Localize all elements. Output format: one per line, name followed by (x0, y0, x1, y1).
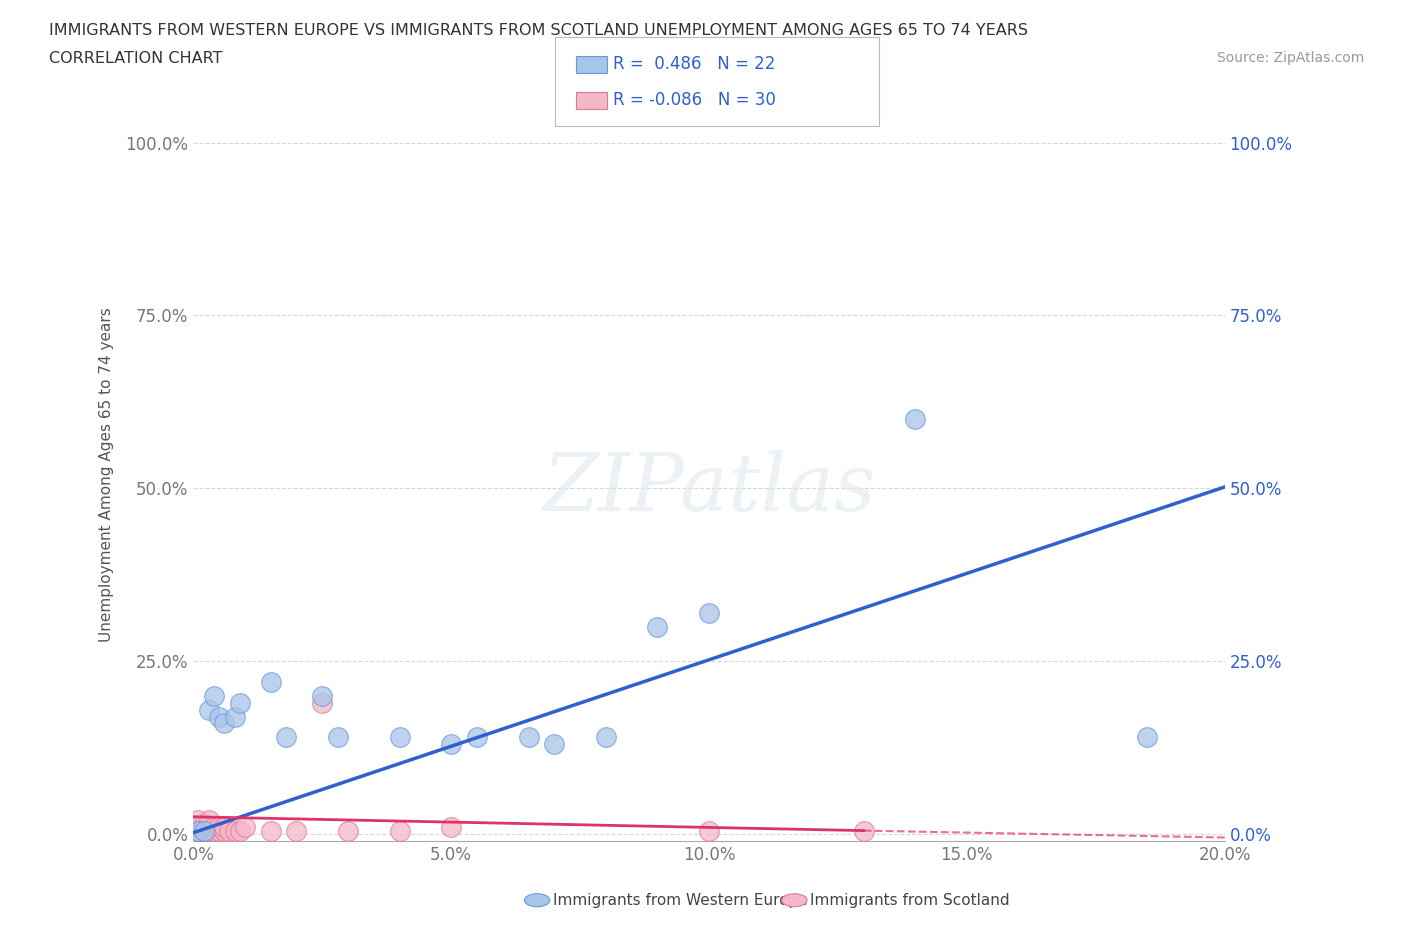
Point (852, 823, 875, 838)
Point (198, 823, 221, 838)
Text: CORRELATION CHART: CORRELATION CHART (49, 51, 222, 66)
Point (208, 709, 231, 724)
Point (229, 823, 252, 838)
Point (388, 730, 411, 745)
Point (193, 823, 215, 838)
Point (311, 696, 333, 711)
Text: R =  0.486   N = 22: R = 0.486 N = 22 (613, 55, 775, 73)
Point (193, 823, 215, 838)
Point (214, 823, 236, 838)
Y-axis label: Unemployment Among Ages 65 to 74 years: Unemployment Among Ages 65 to 74 years (100, 307, 114, 642)
Point (904, 412, 927, 427)
Point (224, 709, 246, 724)
Point (208, 823, 231, 838)
Point (214, 716, 236, 731)
Point (187, 823, 209, 838)
Point (697, 605, 720, 620)
Point (198, 823, 221, 838)
Point (697, 823, 720, 838)
Text: Source: ZipAtlas.com: Source: ZipAtlas.com (1216, 51, 1364, 65)
Point (187, 813, 209, 828)
Point (229, 696, 252, 711)
Point (187, 823, 209, 838)
Point (388, 823, 411, 838)
Point (647, 619, 669, 634)
Point (543, 737, 565, 751)
Point (260, 823, 283, 838)
Point (260, 674, 283, 689)
Text: Immigrants from Scotland: Immigrants from Scotland (810, 893, 1010, 908)
Point (440, 819, 463, 834)
Text: IMMIGRANTS FROM WESTERN EUROPE VS IMMIGRANTS FROM SCOTLAND UNEMPLOYMENT AMONG AG: IMMIGRANTS FROM WESTERN EUROPE VS IMMIGR… (49, 23, 1028, 38)
Point (326, 730, 349, 745)
Point (517, 730, 540, 745)
Text: ZIPatlas: ZIPatlas (543, 450, 876, 528)
Point (198, 702, 221, 717)
Point (193, 823, 215, 838)
Text: Immigrants from Western Europe: Immigrants from Western Europe (553, 893, 807, 908)
Point (440, 737, 463, 751)
Point (214, 819, 236, 834)
Text: R = -0.086   N = 30: R = -0.086 N = 30 (613, 91, 776, 110)
Point (465, 730, 488, 745)
Point (202, 823, 225, 838)
Point (187, 819, 209, 834)
Point (285, 823, 308, 838)
Point (337, 823, 360, 838)
Point (276, 730, 298, 745)
Point (202, 688, 225, 703)
Point (1136, 730, 1159, 745)
Point (224, 823, 246, 838)
Point (198, 813, 221, 828)
Point (218, 823, 240, 838)
Point (202, 823, 225, 838)
Point (193, 819, 215, 834)
Point (311, 688, 333, 703)
Point (202, 819, 225, 834)
Point (208, 819, 231, 834)
Point (198, 819, 221, 834)
Point (595, 730, 617, 745)
Point (193, 817, 215, 831)
Point (233, 819, 256, 834)
